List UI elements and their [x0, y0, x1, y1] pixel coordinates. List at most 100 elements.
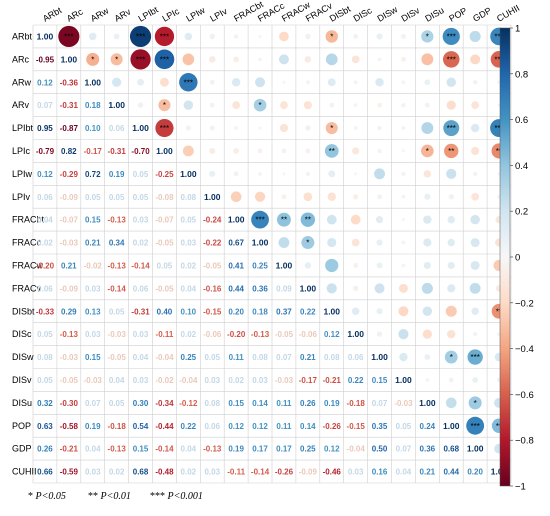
correlation-circle — [326, 214, 337, 225]
cell-value: 0.21 — [300, 353, 316, 362]
correlation-circle — [278, 54, 289, 65]
cell-value: -0.24 — [203, 216, 222, 225]
significance-stars: *** — [494, 55, 503, 64]
cell-value: 0.66 — [37, 468, 53, 477]
correlation-circle — [183, 100, 194, 110]
cell-value: 0.13 — [85, 307, 101, 316]
row-label: LPIc — [12, 146, 31, 156]
correlation-circle — [233, 171, 239, 177]
correlation-circle — [448, 377, 454, 383]
correlation-circle — [374, 168, 385, 180]
cell-value: -0.05 — [155, 239, 174, 248]
colorbar-tick-label: −0.2 — [515, 298, 534, 309]
cell-value: 0.25 — [181, 353, 197, 362]
correlation-circle — [376, 239, 383, 246]
correlation-circle — [376, 33, 383, 40]
cell-value: 0.06 — [37, 193, 53, 202]
cell-value: 0.41 — [228, 261, 244, 270]
column-label: LPIw — [184, 5, 207, 24]
column-label: LPIv — [208, 6, 229, 24]
correlation-circle — [398, 283, 408, 293]
significance-stars: * — [330, 32, 333, 41]
diagonal-value: 1.00 — [371, 352, 388, 362]
cell-value: 0.30 — [133, 399, 149, 408]
cell-value: 0.25 — [252, 261, 268, 270]
cell-value: 0.02 — [181, 468, 197, 477]
correlation-circle — [471, 307, 479, 316]
correlation-circle — [353, 34, 359, 39]
cell-value: 0.35 — [372, 422, 388, 431]
colorbar-tick-label: −0.8 — [515, 436, 534, 447]
correlation-circle — [423, 261, 431, 270]
cell-value: -0.03 — [108, 330, 127, 339]
cell-value: -0.17 — [84, 147, 103, 156]
correlation-circle — [352, 194, 359, 200]
correlation-circle — [448, 194, 454, 200]
correlation-circle — [158, 99, 171, 112]
cell-value: 0.02 — [181, 261, 197, 270]
cell-value: -0.15 — [203, 307, 222, 316]
correlation-circle — [447, 238, 456, 247]
correlation-circle — [401, 218, 405, 222]
colorbar-tick-label: −0.6 — [515, 390, 534, 401]
cell-value: 0.44 — [443, 468, 459, 477]
cell-value: 0.12 — [37, 170, 53, 179]
cell-value: 0.06 — [204, 422, 220, 431]
significance-stars: *** — [64, 32, 73, 41]
correlation-circle — [374, 283, 385, 294]
legend-item-p001: *** P<0.001 — [150, 491, 203, 502]
correlation-circle — [398, 306, 409, 317]
correlation-circle — [398, 329, 409, 340]
cell-value: -0.02 — [84, 261, 103, 270]
correlation-circle — [446, 168, 457, 179]
significance-stars: ** — [496, 307, 502, 316]
correlation-circle — [233, 34, 239, 39]
cell-value: 0.03 — [85, 284, 101, 293]
correlation-circle — [470, 238, 480, 248]
cell-value: -0.31 — [108, 147, 127, 156]
colorbar-tick-label: 0 — [515, 253, 520, 264]
column-label: POP — [447, 6, 468, 24]
significance-stars: *** — [494, 124, 503, 133]
row-label: DISu — [12, 398, 32, 408]
cell-value: 0.15 — [228, 399, 244, 408]
cell-value: 0.05 — [37, 376, 53, 385]
cell-value: 0.32 — [37, 399, 53, 408]
correlation-circle — [278, 237, 290, 248]
cell-value: 0.05 — [133, 170, 149, 179]
cell-value: 0.03 — [252, 376, 268, 385]
cell-value: -0.05 — [108, 353, 127, 362]
significance-stars: *** — [160, 55, 169, 64]
column-label: GDP — [471, 5, 493, 23]
cell-value: 0.11 — [229, 353, 245, 362]
cell-value: -0.14 — [131, 261, 150, 270]
significance-stars: * — [474, 399, 477, 408]
correlation-circle — [375, 216, 384, 224]
cell-value: 0.03 — [85, 330, 101, 339]
correlation-circle — [234, 126, 239, 130]
cell-value: 0.34 — [109, 239, 125, 248]
cell-value: 0.19 — [109, 170, 125, 179]
cell-value: 0.10 — [181, 307, 197, 316]
correlation-circle — [471, 101, 480, 110]
cell-value: -0.16 — [203, 284, 222, 293]
cell-value: 0.26 — [37, 445, 53, 454]
correlation-circle — [421, 122, 434, 134]
cell-value: -0.18 — [347, 399, 366, 408]
row-label: DISv — [12, 375, 32, 385]
correlation-circle — [209, 125, 215, 131]
correlation-circle — [233, 56, 240, 63]
diagonal-value: 1.00 — [61, 54, 78, 64]
cell-value: 0.04 — [85, 445, 101, 454]
legend-item-p05: * P<0.05 — [28, 491, 66, 502]
correlation-circle — [182, 145, 194, 157]
correlation-circle — [401, 194, 406, 199]
correlation-circle — [423, 238, 432, 247]
correlation-circle — [377, 148, 382, 154]
correlation-circle — [470, 54, 481, 65]
correlation-circle — [470, 214, 480, 225]
cell-value: 0.22 — [181, 422, 197, 431]
correlation-circle — [279, 31, 289, 42]
column-label: ARbt — [41, 5, 64, 24]
correlation-circle — [425, 378, 430, 382]
